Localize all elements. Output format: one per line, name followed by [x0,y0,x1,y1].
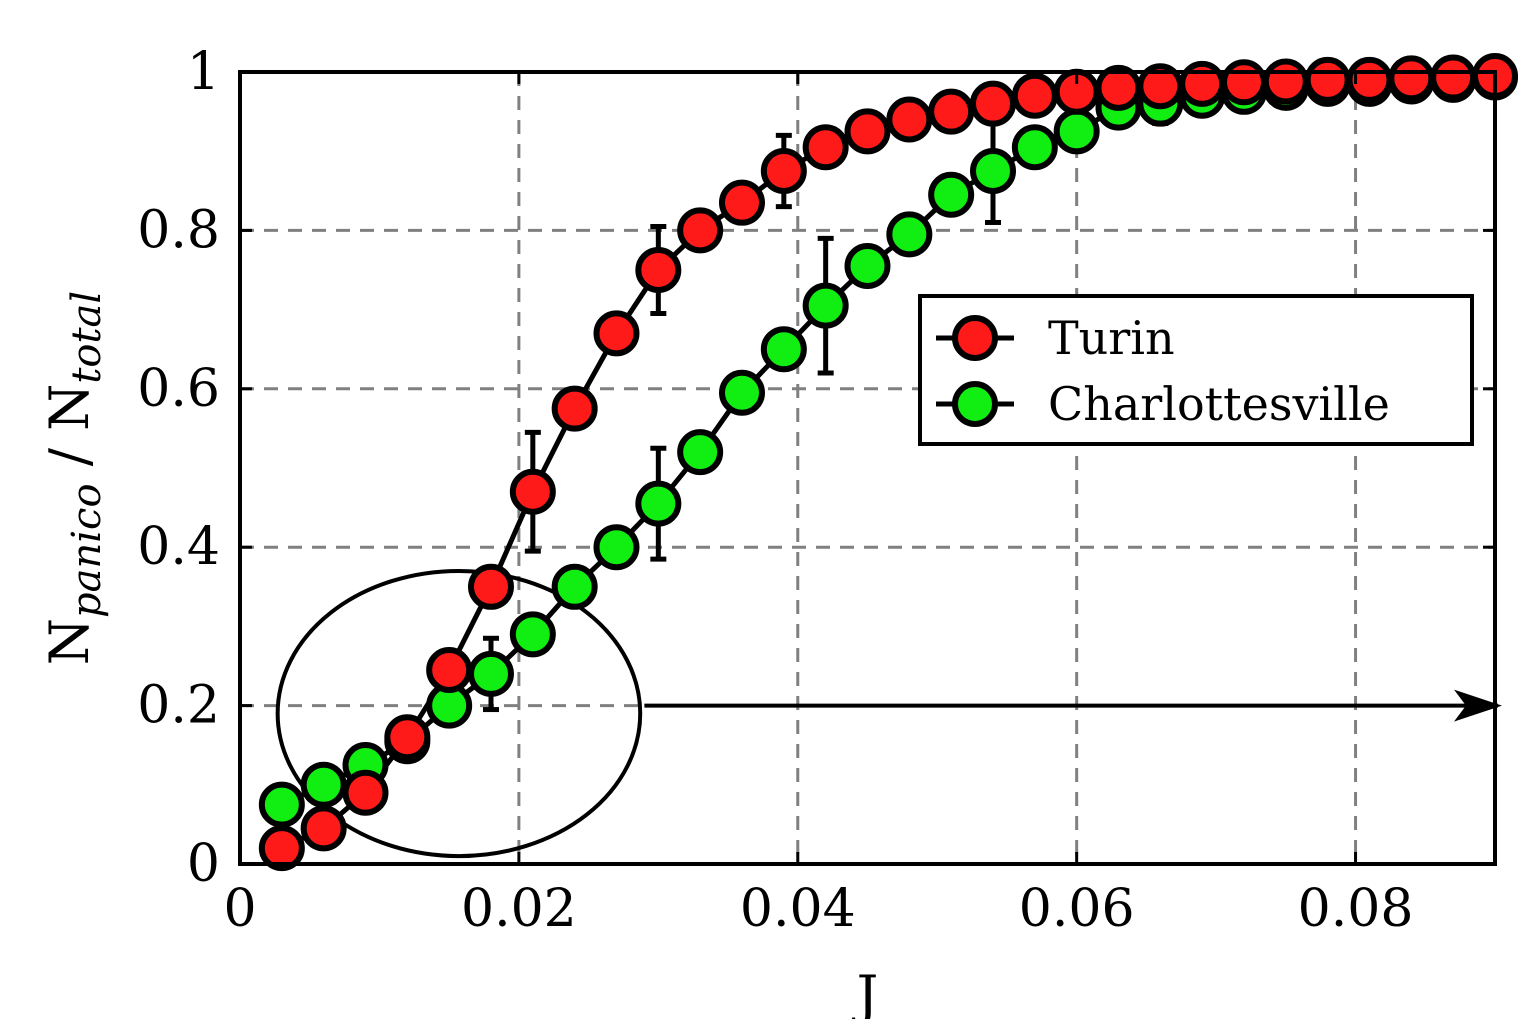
data-point-turin [468,563,514,610]
annotations [275,568,1502,859]
data-point-charlottesville [886,211,933,258]
y-axis-label: Npanico / Ntotal [38,291,110,665]
legend-box [918,294,1474,446]
data-point-turin [760,148,807,194]
data-point-turin [886,96,933,143]
y-label-sub-2: total [64,291,110,384]
data-point-turin [509,468,556,515]
data-point-turin [1430,54,1477,101]
data-point-turin [384,714,431,761]
ticks: 0 0.02 0.04 0.06 0.08 0 0.2 0.4 0.6 0.8 1 [137,42,1495,939]
y-tick-label: 1 [187,42,220,102]
data-point-turin [426,646,473,693]
data-point-turin [593,310,640,357]
data-point-charlottesville [468,650,514,697]
x-tick-label: 0.02 [461,879,577,939]
series-line-turin [280,73,1496,851]
legend-marker [952,381,998,427]
data-point-turin [1011,72,1058,119]
data-point-charlottesville [258,781,305,828]
data-point-turin [1221,59,1267,106]
data-point-charlottesville [300,761,347,808]
labels: J Npanico / Ntotal [38,291,878,1019]
highlight-ellipse [275,568,643,859]
data-point-charlottesville [1011,124,1058,171]
data-point-charlottesville [635,480,682,527]
x-tick-label: 0.08 [1298,879,1414,939]
data-point-turin [1262,58,1309,105]
y-tick-label: 0.8 [137,200,220,260]
data-point-turin [970,80,1016,127]
data-point-turin [1304,56,1351,103]
y-label-separator: / [38,431,101,484]
y-tick-label: 0.4 [137,517,220,577]
data-point-turin [1179,60,1226,107]
data-point-charlottesville [760,326,807,373]
data-point-charlottesville [719,369,765,416]
data-point-charlottesville [928,171,975,218]
y-tick-label: 0.2 [137,676,220,736]
data-point-charlottesville [677,429,724,476]
data-point-turin [300,805,347,852]
x-tick-label: 0.04 [740,879,856,939]
y-tick-label: 0.6 [137,359,220,419]
data-point-turin [1388,55,1435,102]
data-point-turin [677,207,724,254]
data-point-turin [928,88,975,135]
y-label-sub-1: panico [64,483,110,618]
x-tick-label: 0.06 [1019,879,1135,939]
data-point-charlottesville [844,243,891,290]
data-point-charlottesville [802,282,849,329]
data-point-turin [719,179,765,226]
plot-frame [238,70,1497,866]
y-label-base-1: N [38,618,101,665]
data-point-turin [342,769,389,816]
data-point-turin [635,247,682,293]
data-point-charlottesville [551,563,598,610]
data-point-turin [802,124,849,171]
data-point-turin [551,385,598,432]
data-point-charlottesville [970,148,1016,194]
legend: Turin Charlottesville [918,294,1474,446]
series [258,52,1518,872]
x-axis-label: J [852,964,879,1019]
data-point-turin [258,825,305,872]
legend-label: Turin [1048,311,1175,365]
y-label-base-2: N [38,384,101,431]
data-point-charlottesville [509,611,556,658]
data-point-turin [844,108,891,155]
legend-marker [952,315,998,361]
legend-label: Charlottesville [1048,377,1390,431]
data-point-charlottesville [593,524,640,571]
data-point-charlottesville [1053,108,1100,155]
y-tick-label: 0 [187,834,220,894]
x-tick-label: 0 [223,879,256,939]
